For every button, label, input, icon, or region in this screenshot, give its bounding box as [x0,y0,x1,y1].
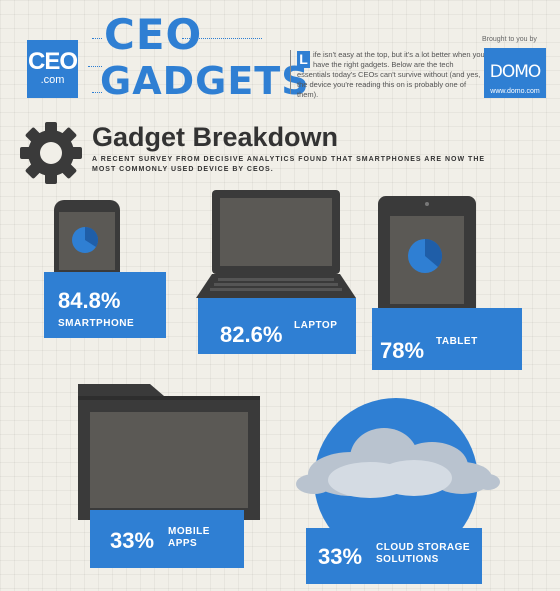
folder-icon [78,384,260,520]
stat-mobile-apps: 33% MOBILE APPS [90,510,244,568]
stat-label-line-1: CLOUD STORAGE [376,542,471,553]
sponsor-name: DOMO [489,62,542,82]
tablet-icon [378,196,476,324]
stat-label-line-1: MOBILE [168,526,210,537]
cloud-icon [296,428,500,498]
decorative-line [88,66,102,67]
logo-main-text: CEO [27,48,78,75]
intro-paragraph: L ife isn't easy at the top, but it's a … [290,50,487,99]
stat-label: TABLET [436,336,478,347]
decorative-line [92,38,102,39]
stat-smartphone: 84.8% SMARTPHONE [44,272,166,338]
smartphone-icon [54,200,120,294]
gear-icon [20,122,82,184]
section-title: Gadget Breakdown [92,122,339,152]
stat-tablet: 78% TABLET [372,308,522,370]
stat-cloud-storage: 33% CLOUD STORAGE SOLUTIONS [306,528,482,584]
title-line-2: GADGETS [100,59,310,103]
ceo-logo: CEO .com [27,40,78,98]
title-line-1: CEO [104,10,203,59]
intro-dropcap: L [297,51,310,68]
sponsor-url: www.domo.com [490,88,540,95]
stat-percent: 84.8% [58,288,121,313]
logo-sub-text: .com [40,74,65,86]
stat-label-line-2: APPS [168,538,198,549]
stat-percent: 33% [110,528,155,553]
sponsor-label: Brought to you by [482,36,537,43]
stat-percent: 33% [318,544,363,569]
stat-label-line-2: SOLUTIONS [376,554,439,565]
sponsor-logo[interactable]: DOMO www.domo.com [484,48,546,98]
decorative-line [182,38,262,39]
laptop-icon [196,190,356,298]
stat-laptop: 82.6% LAPTOP [198,298,356,354]
intro-text: ife isn't easy at the top, but it's a lo… [297,50,485,99]
stat-percent: 82.6% [220,322,283,347]
stat-label: LAPTOP [294,320,338,331]
decorative-line [92,92,102,93]
stat-percent: 78% [380,338,425,363]
stat-label: SMARTPHONE [58,318,135,329]
section-description: A RECENT SURVEY FROM DECISIVE ANALYTICS … [92,156,486,173]
